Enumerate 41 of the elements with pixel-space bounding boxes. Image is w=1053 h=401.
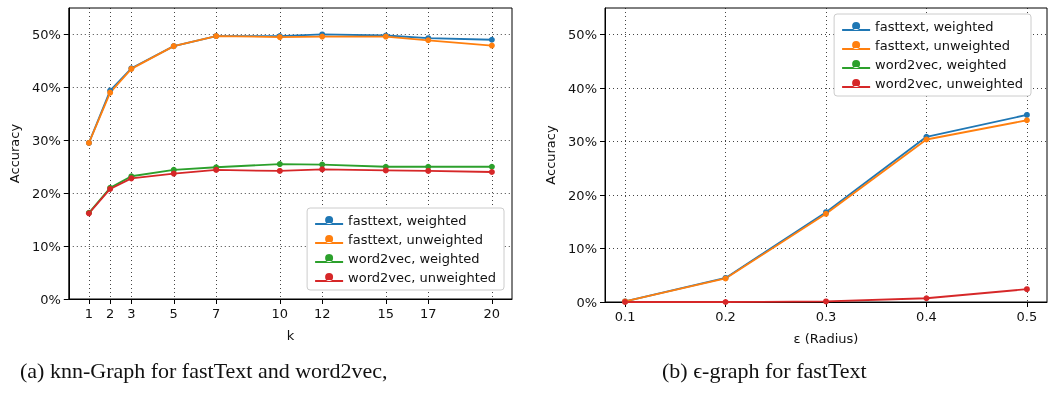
x-axis-title: k: [286, 328, 295, 343]
x-tick-label: 12: [313, 306, 331, 321]
x-tick-label: 17: [419, 306, 437, 321]
legend-label: word2vec, unweighted: [875, 76, 1023, 91]
y-tick-label: 20%: [568, 187, 597, 203]
x-tick-label: 1: [84, 306, 94, 321]
legend-label: word2vec, unweighted: [348, 270, 496, 285]
text: (a) knn-Graph for fastText and word2vec,: [20, 358, 388, 384]
legend-label: fasttext, unweighted: [348, 232, 484, 247]
x-tick-label: 7: [212, 306, 221, 321]
y-tick-label: 40%: [568, 80, 597, 96]
x-tick-label: 5: [169, 306, 178, 321]
legend-label: word2vec, weighted: [875, 57, 1007, 72]
x-tick-label: 3: [127, 306, 136, 321]
legend-label: fasttext, weighted: [348, 213, 467, 228]
x-tick-label: 0.3: [815, 309, 837, 324]
y-tick-label: 30%: [568, 134, 597, 150]
x-tick-label: 2: [106, 306, 115, 321]
y-tick-label: 0%: [40, 291, 61, 307]
x-tick-label: 0.4: [916, 309, 937, 324]
y-tick-label: 40%: [31, 79, 61, 95]
legend-label: fasttext, unweighted: [875, 38, 1011, 53]
x-tick-label: 15: [377, 306, 395, 321]
y-tick-label: 30%: [31, 132, 61, 148]
legend-label: word2vec, weighted: [348, 251, 480, 266]
y-tick-label: 10%: [31, 238, 61, 254]
y-tick-label: 20%: [31, 185, 61, 201]
y-axis-title: Accuracy: [7, 123, 22, 184]
x-tick-label: 0.5: [1016, 309, 1038, 324]
x-tick-label: 0.2: [715, 309, 736, 324]
y-axis-title: Accuracy: [543, 125, 559, 185]
y-tick-label: 50%: [568, 27, 597, 43]
x-tick-label: 0.1: [614, 309, 636, 324]
legend-label: fasttext, weighted: [875, 19, 994, 34]
text: (b) ϵ-graph for fastText: [662, 358, 867, 384]
y-tick-label: 10%: [568, 241, 597, 257]
x-tick-label: 10: [271, 306, 289, 321]
y-tick-label: 0%: [576, 294, 597, 310]
x-axis-title: ε (Radius): [793, 331, 859, 346]
x-tick-label: 20: [483, 306, 501, 321]
y-tick-label: 50%: [31, 26, 61, 42]
